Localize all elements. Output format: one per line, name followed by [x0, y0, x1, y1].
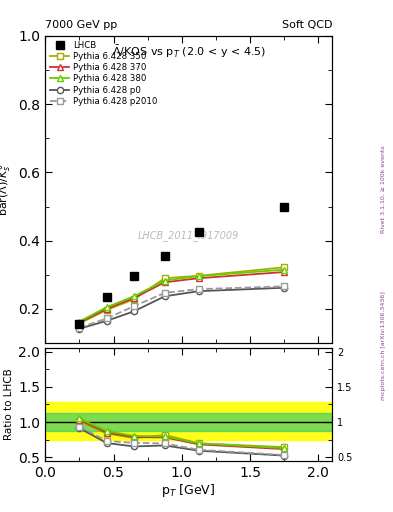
Pythia 6.428 370 — [162, 279, 167, 285]
Line: Pythia 6.428 380: Pythia 6.428 380 — [76, 267, 287, 325]
Pythia 6.428 380 — [104, 304, 109, 310]
Pythia 6.428 370 — [132, 295, 136, 301]
Pythia 6.428 p0 — [196, 288, 201, 294]
Pythia 6.428 p2010 — [77, 325, 82, 331]
Pythia 6.428 p2010 — [196, 286, 201, 292]
Pythia 6.428 380 — [282, 267, 286, 273]
LHCB — [77, 321, 82, 327]
Line: Pythia 6.428 370: Pythia 6.428 370 — [76, 269, 287, 326]
Pythia 6.428 p0 — [104, 318, 109, 324]
X-axis label: p$_{T}$ [GeV]: p$_{T}$ [GeV] — [162, 482, 216, 499]
Pythia 6.428 p0 — [132, 308, 136, 314]
Text: $\bar{\Lambda}$/KOS vs p$_{T}$ (2.0 < y < 4.5): $\bar{\Lambda}$/KOS vs p$_{T}$ (2.0 < y … — [112, 44, 266, 60]
Pythia 6.428 370 — [77, 319, 82, 326]
Pythia 6.428 350 — [196, 273, 201, 279]
Text: Soft QCD: Soft QCD — [282, 19, 332, 30]
Pythia 6.428 370 — [104, 306, 109, 312]
Pythia 6.428 350 — [132, 296, 136, 303]
Pythia 6.428 350 — [282, 264, 286, 270]
Line: Pythia 6.428 p2010: Pythia 6.428 p2010 — [76, 283, 287, 331]
Pythia 6.428 380 — [196, 273, 201, 279]
LHCB — [104, 294, 109, 300]
Y-axis label: bar($\Lambda$)/$K^0_s$: bar($\Lambda$)/$K^0_s$ — [0, 163, 14, 216]
Pythia 6.428 380 — [132, 293, 136, 300]
Legend: LHCB, Pythia 6.428 350, Pythia 6.428 370, Pythia 6.428 380, Pythia 6.428 p0, Pyt: LHCB, Pythia 6.428 350, Pythia 6.428 370… — [49, 39, 159, 108]
Pythia 6.428 p2010 — [132, 303, 136, 309]
Y-axis label: Ratio to LHCB: Ratio to LHCB — [4, 369, 14, 440]
Pythia 6.428 350 — [104, 307, 109, 313]
LHCB — [282, 203, 286, 209]
Text: LHCB_2011_I917009: LHCB_2011_I917009 — [138, 230, 239, 241]
Pythia 6.428 370 — [196, 275, 201, 281]
Pythia 6.428 p0 — [162, 293, 167, 300]
LHCB — [162, 253, 167, 259]
Text: mcplots.cern.ch [arXiv:1306.3436]: mcplots.cern.ch [arXiv:1306.3436] — [381, 291, 386, 400]
Pythia 6.428 p0 — [282, 285, 286, 291]
Pythia 6.428 p0 — [77, 326, 82, 332]
Pythia 6.428 370 — [282, 269, 286, 275]
LHCB — [196, 229, 201, 235]
Pythia 6.428 350 — [77, 321, 82, 327]
Text: Rivet 3.1.10, ≥ 100k events: Rivet 3.1.10, ≥ 100k events — [381, 145, 386, 233]
Pythia 6.428 380 — [162, 278, 167, 284]
LHCB — [132, 273, 136, 280]
Line: Pythia 6.428 350: Pythia 6.428 350 — [76, 264, 287, 327]
Pythia 6.428 380 — [77, 318, 82, 325]
Line: LHCB: LHCB — [75, 203, 288, 328]
Text: 7000 GeV pp: 7000 GeV pp — [45, 19, 118, 30]
Pythia 6.428 p2010 — [162, 290, 167, 296]
Pythia 6.428 p2010 — [282, 283, 286, 289]
Pythia 6.428 350 — [162, 275, 167, 281]
Line: Pythia 6.428 p0: Pythia 6.428 p0 — [76, 285, 287, 332]
Pythia 6.428 p2010 — [104, 315, 109, 322]
